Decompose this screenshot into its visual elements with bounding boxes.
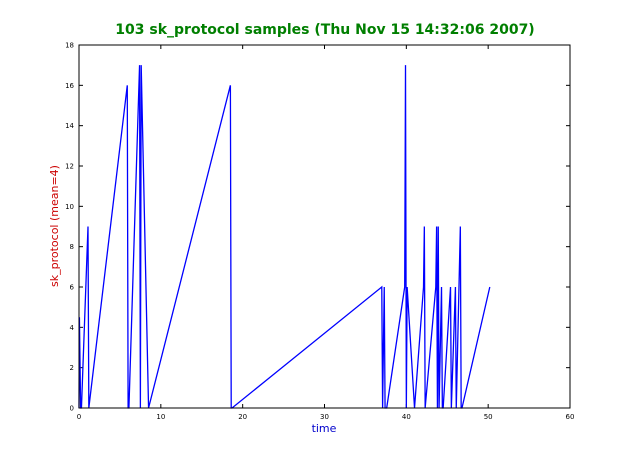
x-tick-label: 0 <box>77 413 81 421</box>
y-tick-label: 12 <box>65 163 74 171</box>
chart-title: 103 sk_protocol samples (Thu Nov 15 14:3… <box>115 22 534 38</box>
x-tick-label: 60 <box>566 413 575 421</box>
x-tick-label: 20 <box>238 413 247 421</box>
plot-frame <box>78 44 571 409</box>
x-tick-label: 10 <box>156 413 165 421</box>
y-axis-label: sk_protocol (mean=4) <box>48 165 61 287</box>
y-tick-label: 14 <box>65 122 74 130</box>
y-tick-label: 18 <box>65 42 74 50</box>
y-tick-label: 0 <box>70 405 74 413</box>
y-tick-label: 2 <box>70 364 74 372</box>
y-tick-label: 8 <box>70 243 74 251</box>
plot-area <box>79 45 570 408</box>
y-tick-label: 4 <box>70 324 75 332</box>
y-tick-label: 16 <box>65 82 74 90</box>
x-axis-label: time <box>312 422 337 435</box>
x-tick-label: 40 <box>402 413 411 421</box>
x-tick-label: 50 <box>484 413 493 421</box>
y-tick-label: 10 <box>65 203 74 211</box>
x-tick-label: 30 <box>320 413 329 421</box>
y-tick-label: 6 <box>70 284 75 292</box>
